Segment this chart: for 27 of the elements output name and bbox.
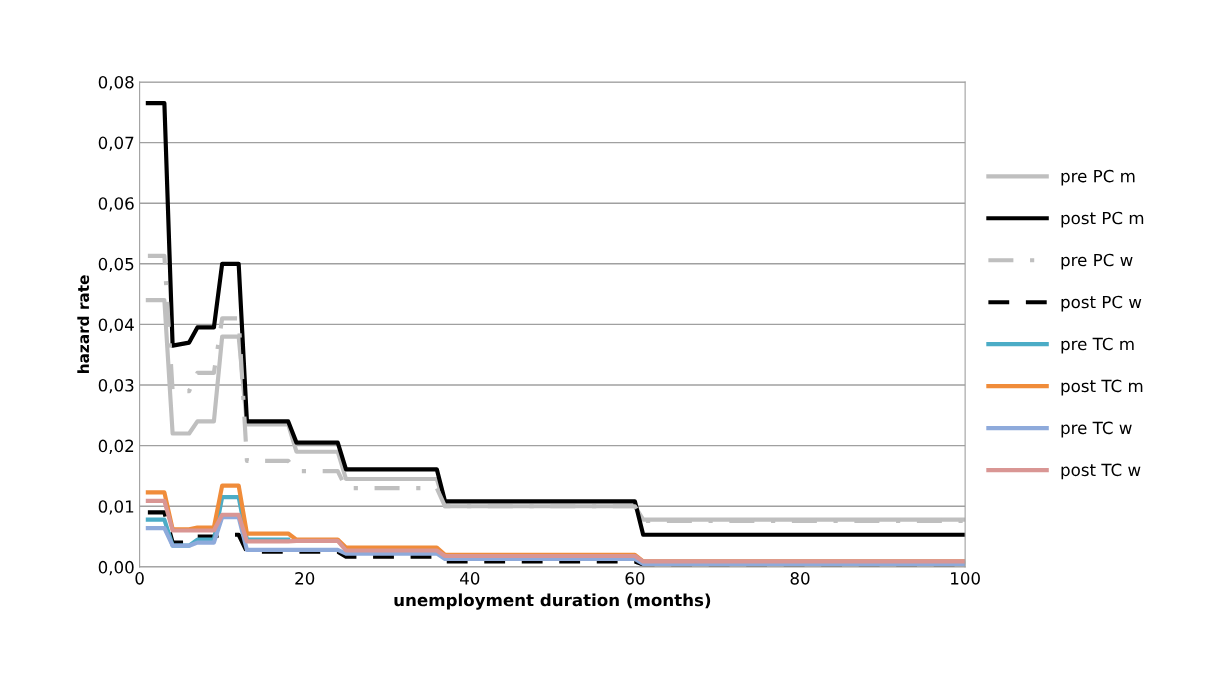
line-series (145, 101, 966, 537)
x-tick-label: 20 (295, 572, 315, 585)
y-tick-label: 0,07 (98, 136, 134, 151)
y-tick-label: 0,08 (98, 75, 134, 91)
legend-label: pre PC m (1061, 169, 1135, 186)
y-tick-label: 0,03 (98, 379, 134, 394)
y-tick-label: 0,01 (98, 500, 134, 515)
x-tick-label: 40 (460, 572, 480, 585)
legend-label: pre TC w (1061, 421, 1132, 438)
y-axis-title: hazard rate (77, 275, 90, 373)
y-tick-label: 0,05 (98, 257, 134, 273)
x-tick-label: 0 (135, 572, 144, 585)
line-series (145, 498, 966, 564)
y-tick-label: 0,02 (98, 439, 134, 454)
legend-label: post TC w (1061, 463, 1141, 480)
y-tick-label: 0,00 (98, 560, 134, 576)
y-tick-label: 0,06 (98, 197, 134, 212)
legend-label: pre TC m (1061, 337, 1134, 354)
x-tick-label: 100 (951, 572, 980, 585)
legend-label: post TC m (1061, 379, 1143, 396)
x-axis-title: unemployment duration (months) (394, 593, 711, 610)
legend-label: post PC w (1061, 295, 1142, 312)
legend-label: post PC m (1061, 211, 1144, 228)
x-tick-label: 80 (790, 572, 810, 585)
legend-label: pre PC w (1061, 253, 1133, 270)
y-tick-label: 0,04 (98, 318, 134, 333)
x-tick-label: 60 (625, 572, 645, 585)
